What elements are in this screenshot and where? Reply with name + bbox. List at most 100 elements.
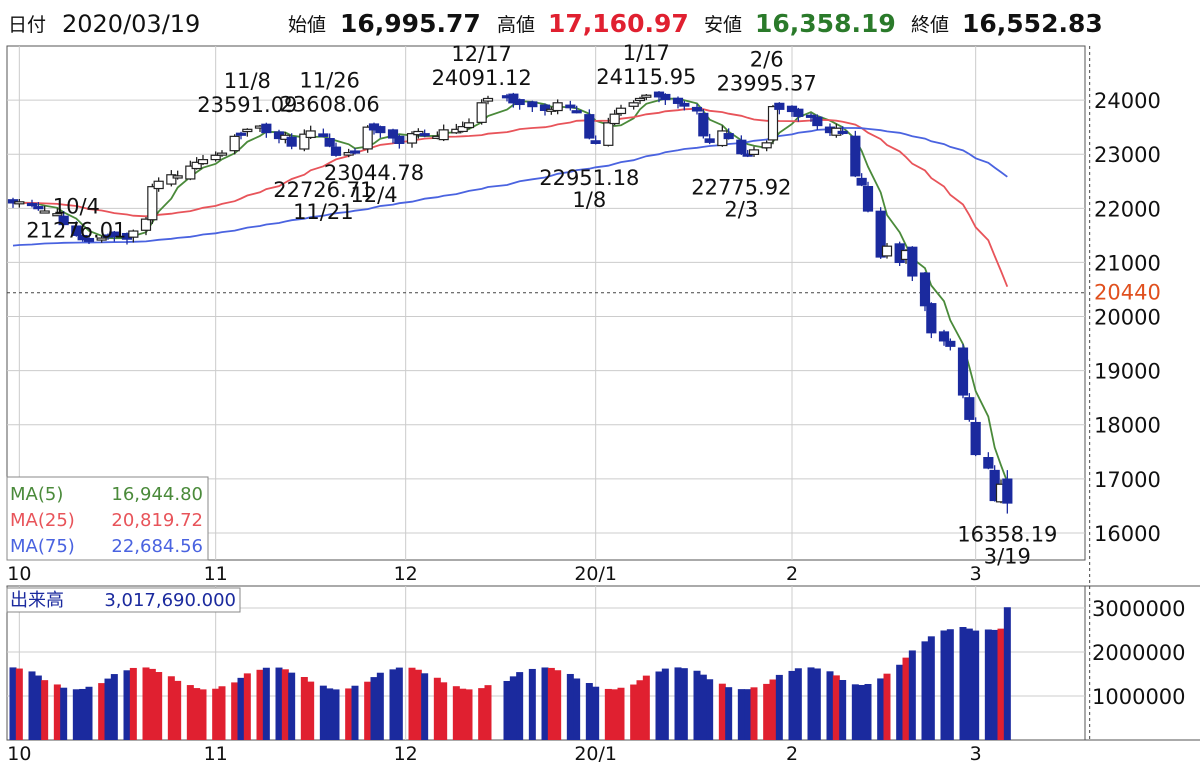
candle-body	[691, 106, 703, 112]
annotation-value: 24115.95	[596, 65, 696, 89]
price-tick-label: 22000	[1094, 197, 1161, 221]
candle-body	[862, 186, 874, 212]
legend-ma75-name: MA(75)	[10, 536, 75, 557]
candle-body	[964, 397, 975, 420]
candle-body	[672, 97, 684, 104]
volume-x-tick-label: 2	[786, 743, 798, 765]
volume-bar	[193, 688, 201, 740]
volume-x-tick-label: 10	[7, 743, 31, 765]
volume-bar	[9, 667, 17, 740]
price-tick-label: 16000	[1094, 522, 1161, 546]
volume-bar	[484, 685, 492, 740]
high-label: 高値	[497, 14, 535, 36]
volume-bar	[503, 680, 511, 740]
volume-bar	[832, 675, 840, 740]
annotation-value: 22726.71	[273, 178, 373, 202]
volume-tick-label: 1000000	[1092, 685, 1186, 709]
volume-bars	[9, 607, 1011, 740]
candle-body	[166, 174, 177, 185]
volume-bar	[921, 641, 929, 740]
x-tick-label: 2	[786, 563, 798, 585]
volume-bar	[414, 669, 422, 740]
candle-body	[235, 132, 247, 136]
candle-body	[406, 133, 418, 144]
candlesticks	[7, 91, 1013, 514]
volume-label-value: 3,017,690.000	[104, 590, 236, 611]
volume-bar	[212, 688, 220, 740]
candle-body	[875, 210, 886, 258]
candle-body	[318, 133, 329, 137]
volume-bar	[693, 670, 701, 740]
annotation-date: 1/8	[572, 188, 606, 212]
x-axis-labels: 10 11 12 20/1 2 3	[7, 563, 981, 585]
volume-bar	[98, 683, 106, 740]
volume-bar	[630, 684, 638, 740]
candle-body	[413, 130, 424, 136]
volume-bar	[389, 669, 397, 740]
volume-bar	[592, 686, 600, 740]
volume-bar	[34, 675, 42, 740]
volume-bar	[53, 684, 61, 740]
volume-bar	[275, 667, 283, 740]
volume-bar	[395, 667, 403, 740]
volume-bar	[509, 676, 517, 740]
volume-bar	[750, 687, 758, 740]
volume-bar	[123, 670, 131, 740]
low-label: 安値	[704, 14, 742, 36]
volume-bar	[28, 671, 36, 740]
candle-body	[514, 99, 525, 106]
volume-bar	[345, 688, 353, 740]
candle-body	[210, 154, 221, 161]
volume-bar	[199, 689, 207, 740]
candle-body	[723, 133, 734, 140]
annotation-value: 24091.12	[432, 66, 532, 90]
volume-bar	[155, 672, 163, 740]
volume-bar	[813, 668, 821, 740]
volume-bar	[528, 668, 536, 740]
annotation-value: 16358.19	[957, 523, 1057, 547]
low-value: 16,358.19	[755, 9, 896, 38]
candle-body	[837, 130, 848, 135]
candle-body	[907, 246, 918, 277]
volume-x-tick-label: 11	[204, 743, 228, 765]
candle-body	[679, 102, 690, 107]
volume-x-tick-label: 20/1	[574, 743, 617, 765]
volume-bar	[351, 685, 359, 740]
candle-body	[641, 94, 652, 98]
candle-body	[457, 126, 468, 133]
candle-body	[603, 122, 614, 146]
candle-body	[628, 102, 639, 107]
volume-bar	[965, 628, 973, 740]
volume-bar	[997, 628, 1005, 740]
candle-body	[52, 213, 63, 217]
candle-body	[761, 142, 772, 149]
price-axis-ticks: 16000 17000 18000 19000 20000 21000 22000 23000…	[1094, 89, 1161, 546]
candle-body	[926, 303, 937, 334]
x-tick-label: 11	[204, 563, 228, 585]
volume-bar	[1003, 607, 1011, 740]
candle-body	[261, 123, 272, 134]
volume-bar	[991, 629, 999, 740]
volume-bar	[788, 670, 796, 740]
volume-bar	[15, 668, 23, 740]
candle-body	[590, 140, 601, 144]
volume-bar	[79, 688, 87, 740]
ma75-line	[12, 127, 1008, 247]
candle-body	[191, 161, 202, 170]
volume-bar	[231, 682, 239, 740]
legend-ma25-name: MA(25)	[10, 510, 75, 531]
candle-body	[850, 135, 861, 177]
candle-body	[609, 113, 620, 125]
candle-body	[394, 135, 405, 144]
ma-legend: MA(5) 16,944.80 MA(25) 20,819.72 MA(75) …	[6, 476, 209, 561]
annotation-date: 11/26	[299, 68, 360, 92]
volume-bar	[104, 678, 112, 740]
volume-bar	[566, 673, 574, 740]
volume-bar	[307, 681, 315, 740]
volume-bar	[129, 667, 137, 740]
volume-bar	[478, 688, 486, 740]
volume-bar	[908, 650, 916, 740]
candle-body	[71, 225, 82, 236]
